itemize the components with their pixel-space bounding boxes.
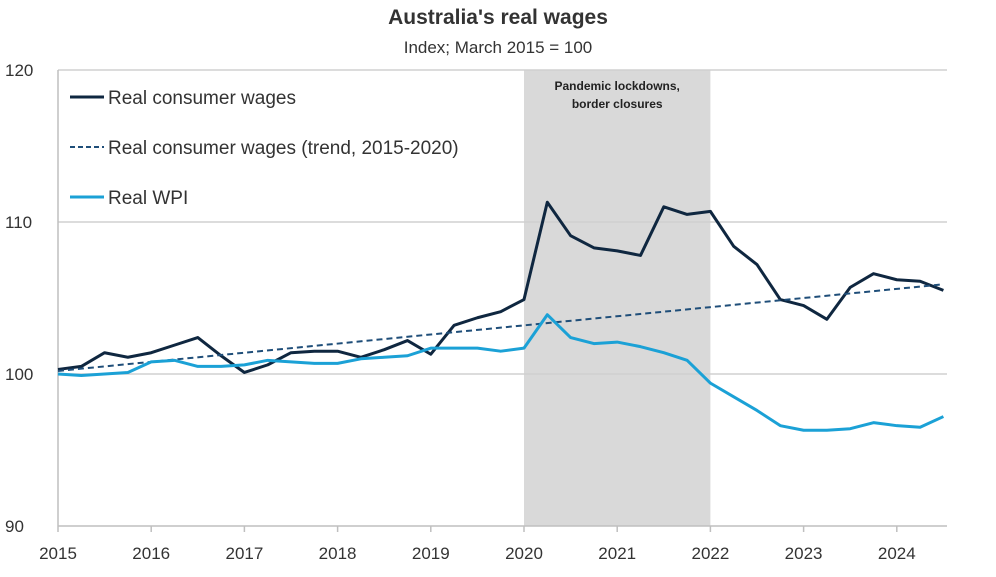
x-tick-label: 2023 <box>785 544 823 563</box>
legend-label: Real consumer wages (trend, 2015-2020) <box>108 138 459 159</box>
x-tick-label: 2020 <box>505 544 543 563</box>
x-tick-label: 2024 <box>878 544 916 563</box>
series-line-0 <box>57 200 944 374</box>
x-tick-label: 2022 <box>691 544 729 563</box>
y-tick-label: 120 <box>5 61 33 80</box>
x-tick-label: 2016 <box>132 544 170 563</box>
y-tick-label: 110 <box>5 213 32 232</box>
shaded-region <box>524 70 711 526</box>
series-line-1 <box>57 283 944 372</box>
chart-title: Australia's real wages <box>388 6 608 29</box>
legend-label: Real consumer wages <box>108 88 296 109</box>
legend-label: Real WPI <box>108 188 188 209</box>
x-tick-label: 2017 <box>225 544 263 563</box>
shaded-region-label: Pandemic lockdowns, <box>555 79 680 93</box>
y-tick-label: 100 <box>5 365 33 384</box>
x-tick-label: 2021 <box>598 544 636 563</box>
chart-subtitle: Index; March 2015 = 100 <box>403 38 593 57</box>
x-tick-label: 2019 <box>412 544 450 563</box>
series-line-2 <box>57 313 945 432</box>
x-tick-label: 2018 <box>319 544 357 563</box>
x-tick-label: 2015 <box>39 544 77 563</box>
y-tick-label: 90 <box>5 517 24 536</box>
shaded-region-label: border closures <box>572 97 663 111</box>
